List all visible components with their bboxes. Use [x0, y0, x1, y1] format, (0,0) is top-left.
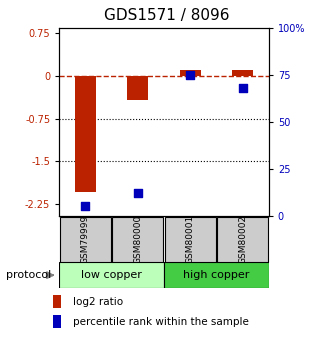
Text: GSM80001: GSM80001	[186, 215, 195, 264]
Text: GSM80000: GSM80000	[133, 215, 142, 264]
Bar	[164, 262, 269, 288]
Bar	[60, 217, 111, 262]
Point	[83, 204, 88, 209]
Bar	[127, 76, 148, 100]
Bar	[217, 217, 268, 262]
Text: protocol: protocol	[6, 270, 52, 280]
Text: GSM80002: GSM80002	[238, 215, 247, 264]
Text: high copper: high copper	[183, 270, 250, 280]
Bar	[232, 70, 253, 76]
Bar	[53, 295, 61, 308]
Bar	[75, 76, 96, 192]
Bar	[112, 217, 164, 262]
Point	[188, 72, 193, 77]
Point	[240, 85, 245, 90]
Bar	[164, 217, 216, 262]
Bar	[59, 262, 164, 288]
Bar	[180, 70, 201, 76]
Bar	[53, 315, 61, 328]
Point	[135, 190, 140, 196]
Text: log2 ratio: log2 ratio	[73, 297, 124, 307]
Text: GDS1571 / 8096: GDS1571 / 8096	[104, 8, 229, 23]
Text: GSM79999: GSM79999	[81, 215, 90, 264]
Text: percentile rank within the sample: percentile rank within the sample	[73, 317, 249, 327]
Text: low copper: low copper	[81, 270, 142, 280]
